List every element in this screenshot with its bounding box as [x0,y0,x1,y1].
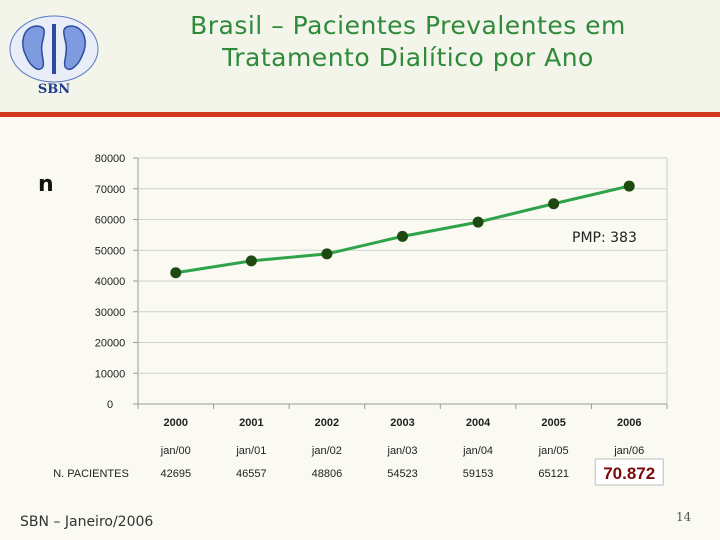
data-point [623,180,635,192]
value-label: 59153 [463,468,494,480]
y-tick-label: 80000 [95,153,126,165]
logo-text: SBN [37,82,71,97]
date-label: jan/00 [160,445,191,457]
highlight-box [594,458,664,486]
x-tick-label: 2003 [390,417,414,429]
data-point [548,198,560,210]
y-tick-label: 40000 [95,276,126,288]
y-tick-label: 50000 [95,245,126,257]
header-band [0,0,720,112]
y-tick-label: 70000 [95,184,126,196]
header-divider [0,112,720,117]
page-number: 14 [676,510,692,524]
date-label: jan/03 [387,445,418,457]
value-label: 54523 [387,468,418,480]
title-line-2: Tratamento Dialítico por Ano [222,43,594,72]
x-tick-label: 2000 [164,417,188,429]
y-tick-label: 30000 [95,307,126,319]
x-tick-label: 2002 [315,417,339,429]
y-axis-label: n [38,172,54,197]
data-point [472,216,484,228]
y-tick-label: 10000 [95,368,126,380]
pmp-annotation: PMP: 383 [572,230,637,246]
x-tick-label: 2001 [239,417,263,429]
date-label: jan/05 [538,445,569,457]
y-tick-label: 20000 [95,338,126,350]
date-label: jan/01 [235,445,266,457]
data-point [170,267,182,279]
x-tick-label: 2005 [541,417,565,429]
x-tick-label: 2006 [617,417,641,429]
date-label: jan/02 [311,445,342,457]
date-label: jan/04 [462,445,493,457]
data-point [245,255,257,267]
x-tick-label: 2004 [466,417,491,429]
footer-text: SBN – Janeiro/2006 [20,514,154,530]
y-tick-label: 60000 [95,215,126,227]
row-label: N. PACIENTES [53,468,129,480]
value-label: 46557 [236,468,267,480]
page-title: Brasil – Pacientes Prevalentes em Tratam… [130,10,686,74]
value-label: 48806 [312,468,343,480]
value-label-highlight: 70.872 [603,464,655,483]
data-point [321,248,333,260]
value-label: 65121 [538,468,569,480]
data-point [397,230,408,242]
y-tick-label: 0 [107,399,113,411]
value-label: 42695 [160,468,191,480]
date-label: jan/06 [613,445,644,457]
title-line-1: Brasil – Pacientes Prevalentes em [190,11,626,40]
sbn-logo-icon [9,15,99,83]
series-line [175,184,630,275]
